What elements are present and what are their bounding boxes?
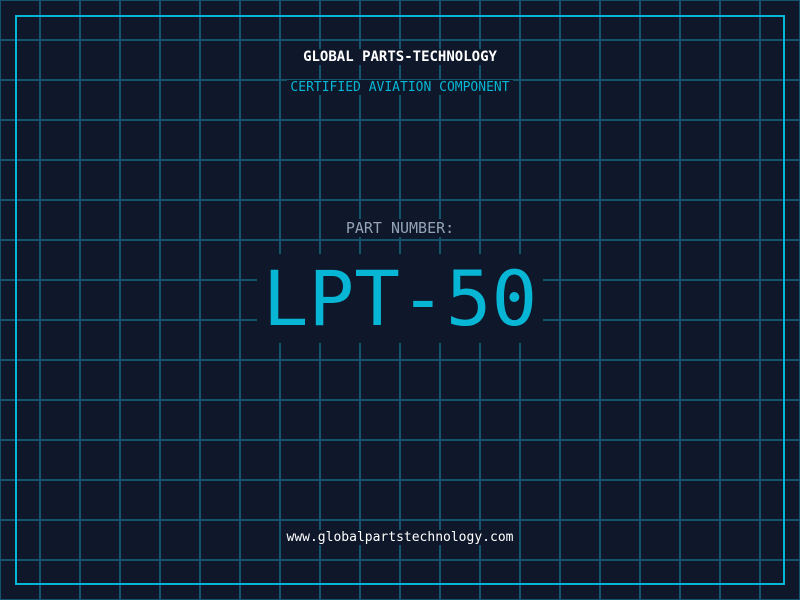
company-name: GLOBAL PARTS-TECHNOLOGY	[0, 49, 800, 65]
subtitle-text: CERTIFIED AVIATION COMPONENT	[287, 80, 513, 95]
part-number-label: PART NUMBER:	[0, 219, 800, 237]
subtitle: CERTIFIED AVIATION COMPONENT	[0, 80, 800, 95]
part-number-label-text: PART NUMBER:	[342, 219, 458, 237]
border-frame	[15, 15, 785, 585]
website-url: www.globalpartstechnology.com	[0, 530, 800, 545]
part-number-text: LPT-50	[256, 254, 544, 343]
website-url-text: www.globalpartstechnology.com	[283, 530, 517, 545]
part-number: LPT-50	[0, 254, 800, 343]
company-name-text: GLOBAL PARTS-TECHNOLOGY	[300, 49, 500, 65]
